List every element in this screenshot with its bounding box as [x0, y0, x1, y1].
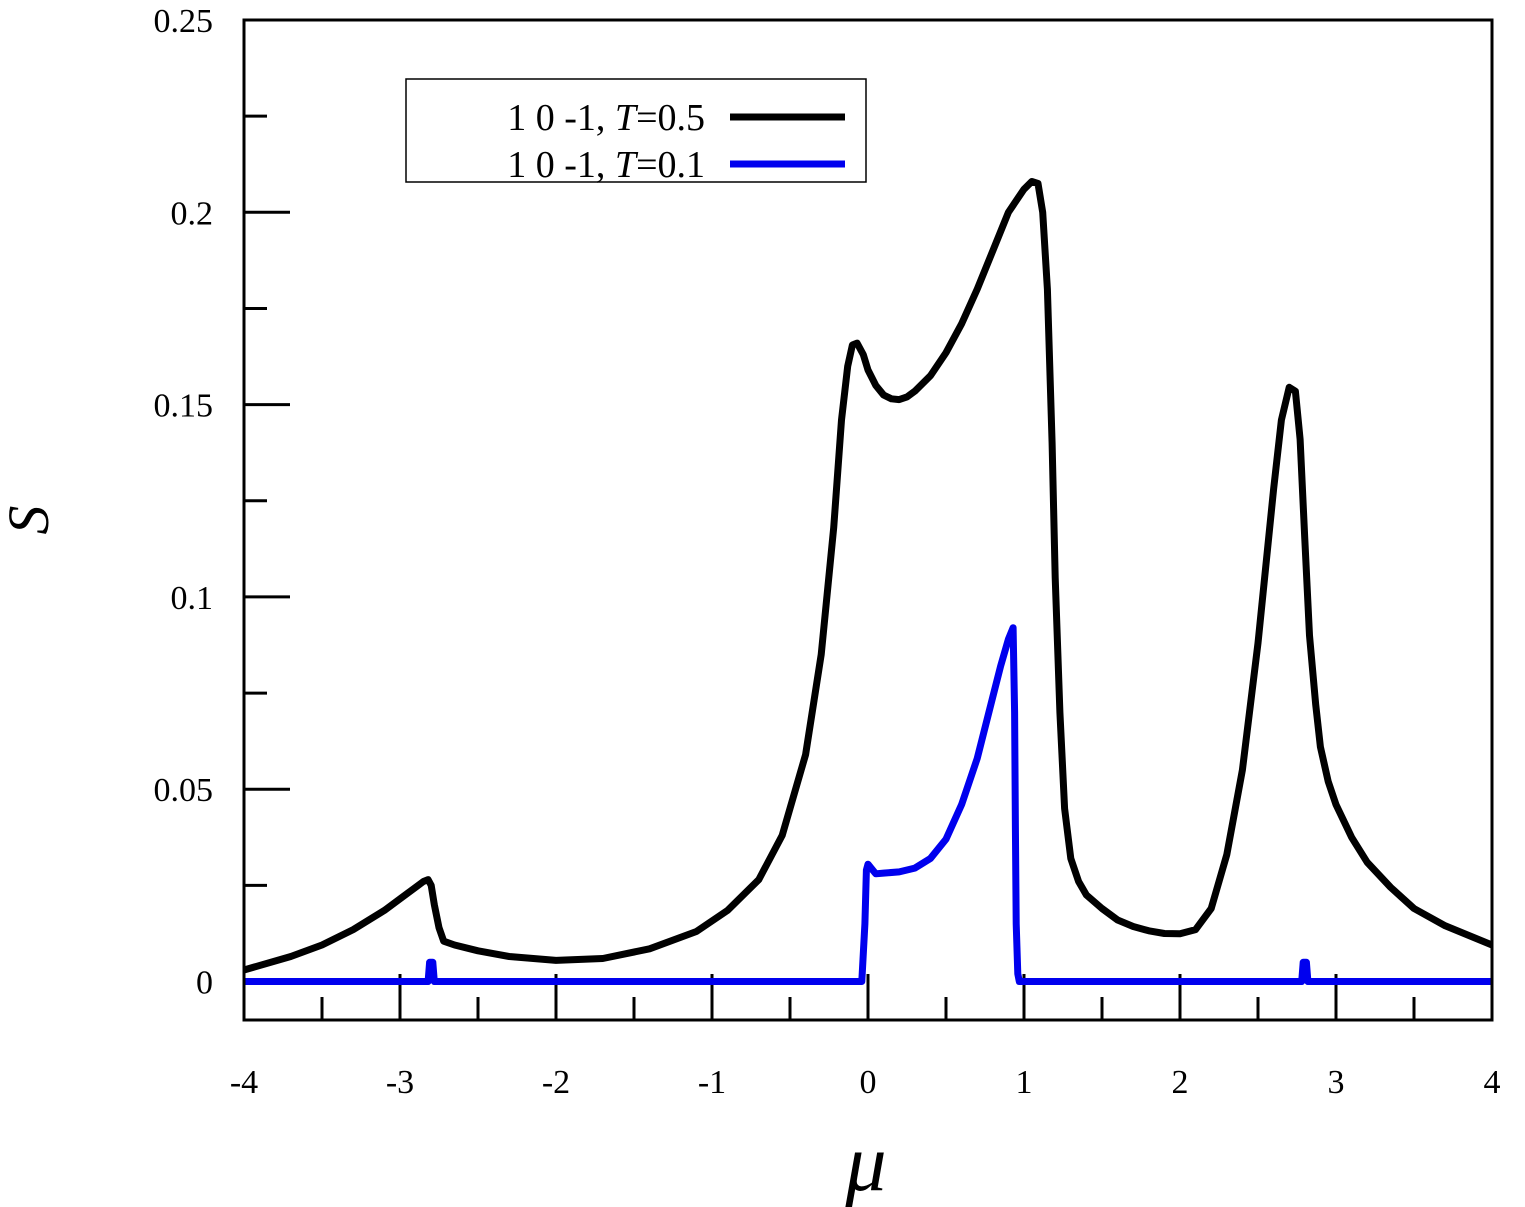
series-line-2: [244, 624, 1492, 985]
y-tick-label: 0: [196, 965, 213, 1002]
x-tick-label: 1: [1016, 1064, 1033, 1101]
y-tick-label: 0.1: [171, 580, 214, 617]
x-tick-label: -3: [386, 1064, 414, 1101]
series-lines: [243, 178, 1494, 985]
x-tick-label: -2: [542, 1064, 570, 1101]
x-tick-label: 3: [1328, 1064, 1345, 1101]
x-axis-title: μ: [844, 1117, 886, 1207]
legend: 1 0 -1, T=0.5 1 0 -1, T=0.1: [405, 78, 867, 186]
legend-label-2: 1 0 -1, T=0.1: [507, 144, 705, 186]
y-tick-label: 0.15: [154, 388, 214, 425]
x-tick-label: 0: [860, 1064, 877, 1101]
series-line-1: [243, 178, 1494, 974]
y-tick-label: 0.05: [154, 772, 214, 809]
x-tick-label: -1: [698, 1064, 726, 1101]
legend-label-1: 1 0 -1, T=0.5: [507, 97, 705, 139]
plot-frame: [242, 18, 1494, 1022]
x-tick-label: 2: [1172, 1064, 1189, 1101]
y-tick-label: 0.2: [171, 195, 214, 232]
x-tick-label: 4: [1484, 1064, 1501, 1101]
y-axis-title: S: [0, 506, 61, 535]
y-tick-label: 0.25: [154, 3, 214, 40]
x-tick-label: -4: [230, 1064, 258, 1101]
